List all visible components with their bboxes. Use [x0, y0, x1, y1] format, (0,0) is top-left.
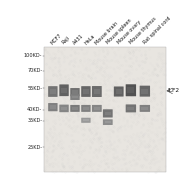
FancyBboxPatch shape: [140, 86, 150, 97]
Text: 70KD-: 70KD-: [27, 68, 42, 73]
Bar: [83, 107, 89, 110]
Text: ILF2: ILF2: [167, 88, 179, 93]
FancyBboxPatch shape: [140, 105, 150, 112]
Text: Mouse spleen: Mouse spleen: [105, 18, 132, 45]
Bar: [105, 121, 111, 123]
Bar: [72, 90, 78, 94]
Text: Raji: Raji: [61, 35, 71, 45]
Text: Mouse thymus: Mouse thymus: [128, 16, 157, 45]
Text: MCF7: MCF7: [50, 32, 63, 45]
Text: 25KD-: 25KD-: [27, 145, 42, 150]
FancyBboxPatch shape: [92, 105, 102, 112]
Text: 35KD-: 35KD-: [27, 118, 42, 123]
Text: Mouse ovary: Mouse ovary: [116, 20, 142, 45]
FancyBboxPatch shape: [59, 105, 69, 112]
FancyBboxPatch shape: [92, 86, 102, 97]
Bar: [141, 107, 148, 110]
Bar: [83, 119, 89, 121]
FancyBboxPatch shape: [48, 86, 58, 97]
Bar: [105, 112, 111, 115]
Bar: [50, 105, 56, 109]
Text: HeLa: HeLa: [83, 33, 96, 45]
FancyBboxPatch shape: [59, 84, 69, 96]
FancyBboxPatch shape: [48, 103, 58, 111]
FancyBboxPatch shape: [81, 86, 91, 97]
FancyBboxPatch shape: [70, 94, 80, 100]
Bar: [61, 107, 67, 110]
FancyBboxPatch shape: [103, 109, 113, 118]
Bar: [94, 89, 100, 94]
Bar: [44, 47, 166, 172]
Bar: [116, 89, 122, 94]
Text: 55KD-: 55KD-: [27, 86, 42, 91]
Bar: [72, 96, 78, 98]
Bar: [141, 89, 148, 94]
Bar: [83, 89, 89, 94]
Bar: [127, 87, 134, 93]
FancyBboxPatch shape: [81, 105, 91, 112]
FancyBboxPatch shape: [126, 84, 136, 96]
Text: 100KD-: 100KD-: [24, 53, 42, 58]
Bar: [94, 107, 100, 110]
Bar: [50, 89, 56, 94]
Text: 40KD-: 40KD-: [27, 107, 42, 112]
Bar: [72, 107, 78, 110]
FancyBboxPatch shape: [103, 119, 113, 125]
FancyBboxPatch shape: [126, 104, 136, 112]
Text: Rat spinal cord: Rat spinal cord: [142, 16, 172, 45]
Bar: [127, 107, 134, 110]
Bar: [61, 87, 67, 93]
FancyBboxPatch shape: [114, 86, 124, 96]
FancyBboxPatch shape: [70, 88, 80, 96]
FancyBboxPatch shape: [81, 118, 91, 123]
Text: A431: A431: [72, 33, 85, 45]
FancyBboxPatch shape: [70, 105, 80, 112]
Text: Mouse brain: Mouse brain: [94, 21, 119, 45]
